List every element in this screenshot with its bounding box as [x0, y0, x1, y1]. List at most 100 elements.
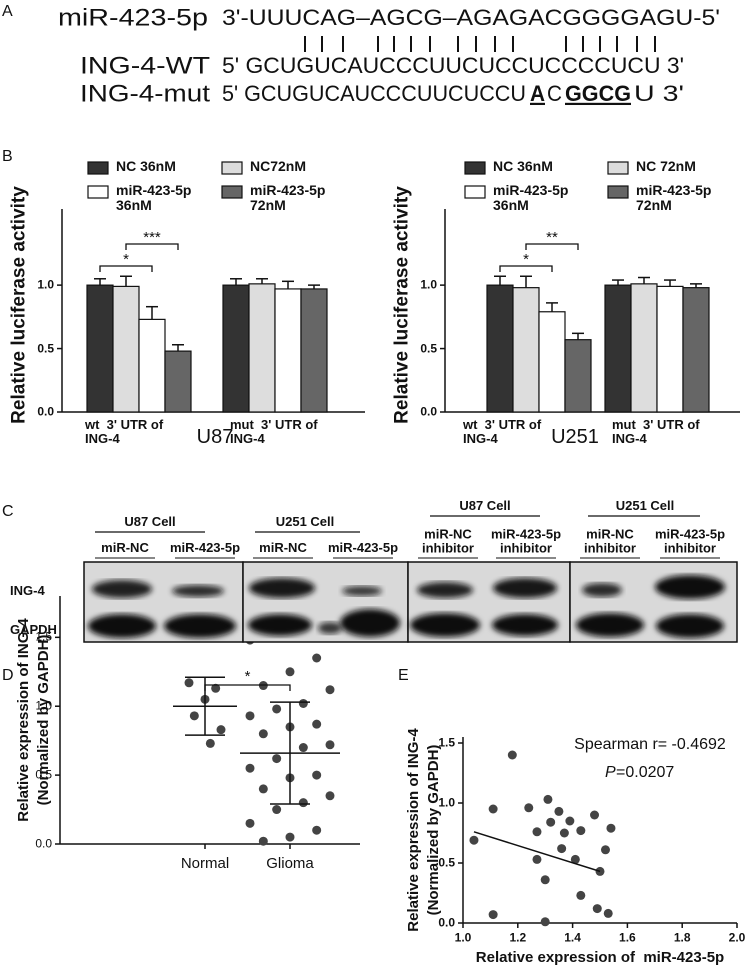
blot-band	[172, 585, 224, 597]
panel-label: B	[2, 148, 13, 166]
legend-label: miR-423-5p 72nM	[250, 182, 326, 214]
point	[272, 805, 282, 815]
point	[285, 667, 295, 677]
p-value: =0.0207	[616, 764, 675, 782]
bar	[274, 288, 302, 413]
bar	[222, 284, 250, 413]
point	[312, 719, 322, 729]
y-tick-label: 0.0	[438, 915, 455, 930]
blot-band	[656, 614, 724, 638]
significance-label: *	[523, 250, 529, 268]
y-axis-label: Relative expression of ING-4	[14, 618, 32, 822]
point	[258, 784, 268, 794]
row-name: ING-4-mut	[80, 80, 210, 107]
row-label: ING-4	[10, 582, 45, 598]
correlation-label: Spearman r= -0.4692	[574, 736, 726, 754]
point	[532, 827, 542, 837]
y-tick-label: 1.5	[438, 735, 455, 750]
blot-band	[576, 613, 644, 637]
y-tick-label: 1.0	[35, 698, 52, 713]
point	[546, 817, 556, 827]
point	[325, 685, 335, 695]
point	[272, 754, 282, 764]
group-title: U251 Cell	[615, 497, 675, 513]
legend-label: NC 36nM	[116, 158, 176, 174]
p-symbol: P	[605, 764, 616, 782]
point	[312, 653, 322, 663]
legend-swatch	[607, 161, 629, 175]
x-tick-label: 1.4	[564, 930, 581, 945]
blot-band	[318, 622, 342, 634]
lane-label: miR-423-5p	[327, 540, 399, 556]
point	[576, 826, 586, 836]
x-tick-label: 1.6	[619, 930, 636, 945]
legend-swatch	[221, 185, 243, 199]
point	[298, 698, 308, 708]
point	[590, 810, 600, 820]
point	[298, 743, 308, 753]
panel-label: A	[2, 3, 13, 21]
significance-label: *	[123, 250, 129, 268]
significance-label: *	[244, 667, 251, 685]
bar	[248, 283, 276, 413]
y-axis-label: Relative luciferase activity	[8, 186, 30, 424]
bar	[538, 311, 566, 413]
blot-band	[342, 586, 382, 596]
blot-band	[88, 614, 156, 638]
point	[469, 835, 479, 845]
point	[606, 823, 616, 833]
point	[298, 798, 308, 808]
blot-band	[248, 614, 312, 636]
sequence-part: 5' GCUGUCAUCCCUUCUCCU	[222, 81, 526, 106]
bar	[682, 287, 710, 413]
significance-label: **	[546, 228, 558, 246]
point	[184, 678, 194, 688]
point	[540, 917, 550, 927]
y-tick-label: 1.0	[420, 277, 437, 292]
bar	[564, 339, 592, 413]
bar	[300, 288, 328, 413]
sequence-part: A	[530, 81, 545, 106]
x-tick-label: 2.0	[728, 930, 746, 945]
point	[488, 804, 498, 814]
row-label: GAPDH	[10, 621, 57, 637]
significance-bracket	[204, 684, 291, 691]
lane-label: miR-NC inhibitor	[422, 526, 474, 555]
bar	[512, 287, 540, 413]
point	[258, 729, 268, 739]
bar	[138, 318, 166, 413]
y-tick-label: 0.0	[420, 404, 437, 419]
y-tick-label: 1.0	[37, 277, 54, 292]
y-axis-label: (Normalized by GAPDH)	[34, 634, 52, 806]
y-tick-label: 0.5	[420, 340, 437, 355]
point	[189, 711, 199, 721]
y-axis-label: Relative expression of ING-4	[404, 728, 422, 932]
lane-label: miR-NC	[101, 540, 149, 556]
significance-bracket	[499, 265, 553, 272]
point	[205, 738, 215, 748]
point	[216, 725, 226, 735]
point	[600, 845, 610, 855]
legend-swatch	[607, 185, 629, 199]
point	[245, 763, 255, 773]
point	[211, 683, 221, 693]
bar	[630, 283, 658, 413]
x-category-label: mut 3' UTR of ING-4	[612, 417, 704, 447]
y-tick-label: 0.5	[438, 855, 455, 870]
point	[543, 794, 553, 804]
legend-swatch	[464, 161, 486, 175]
x-tick-label: Normal	[180, 854, 230, 872]
legend-label: miR-423-5p 36nM	[493, 182, 569, 214]
x-tick-label: 1.2	[509, 930, 527, 945]
point	[507, 750, 517, 760]
x-tick-label: 1.8	[673, 930, 691, 945]
point	[312, 825, 322, 835]
group-title: U251 Cell	[275, 513, 335, 529]
significance-bracket	[125, 243, 179, 250]
blot-band	[655, 575, 725, 599]
y-axis-label: Relative luciferase activity	[391, 186, 413, 424]
point	[532, 854, 542, 864]
significance-label: ***	[143, 228, 161, 246]
blot-band	[493, 578, 557, 598]
row-name: ING-4-WT	[80, 52, 210, 79]
